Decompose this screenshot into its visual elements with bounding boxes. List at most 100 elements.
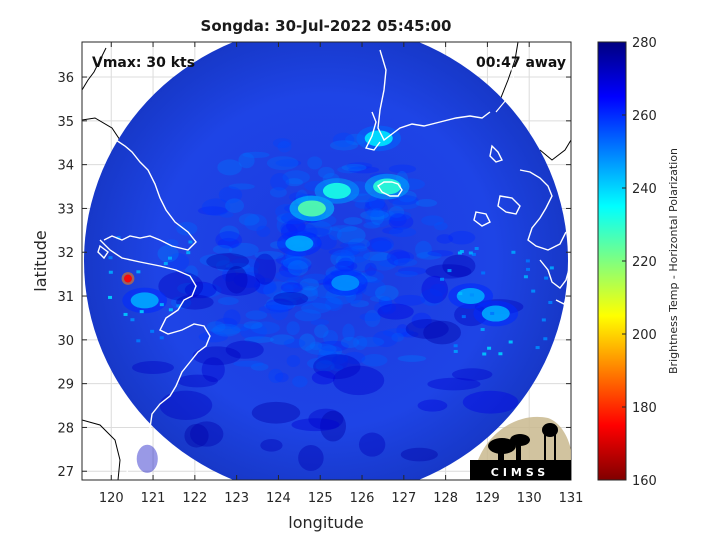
band-texture [272, 138, 292, 149]
band-texture [328, 226, 342, 241]
band-texture [417, 399, 448, 412]
convective-cell [150, 329, 155, 333]
band-texture [365, 211, 392, 228]
band-texture [320, 410, 347, 442]
band-texture [302, 285, 318, 297]
band-texture [273, 291, 309, 306]
colorbar-tick-label: 260 [632, 109, 657, 124]
band-texture [243, 266, 259, 277]
band-texture [293, 282, 309, 290]
band-texture [282, 256, 312, 270]
band-texture [225, 266, 248, 294]
x-axis-ticks: 120 121 122 123 124 125 126 127 128 129 130 131 [99, 42, 583, 506]
band-texture [377, 303, 414, 320]
band-texture [353, 335, 368, 350]
convective-cell [136, 270, 141, 274]
x-tick-label: 121 [141, 491, 166, 506]
band-texture [274, 290, 302, 299]
band-texture [269, 302, 289, 321]
convective-cell [548, 300, 553, 304]
band-texture [309, 341, 323, 351]
convective-cell [461, 315, 466, 319]
band-texture [378, 296, 393, 307]
band-texture [380, 297, 393, 313]
convective-cell [453, 344, 458, 348]
band-texture [278, 263, 303, 278]
band-texture [334, 260, 358, 272]
band-texture [250, 321, 280, 335]
convective-cell [116, 236, 121, 240]
band-texture [264, 301, 295, 311]
band-texture [228, 242, 259, 257]
band-texture [366, 237, 392, 253]
convective-cell [535, 346, 540, 350]
band-texture [274, 372, 289, 383]
x-tick-label: 130 [517, 491, 542, 506]
convective-cell [176, 304, 181, 308]
band-texture [201, 198, 231, 217]
band-texture [361, 354, 388, 367]
cold-feature [130, 292, 159, 309]
band-texture [307, 156, 323, 170]
band-texture [253, 253, 277, 285]
band-texture [364, 309, 381, 328]
band-texture [364, 199, 388, 218]
convective-cell [468, 251, 473, 255]
y-tick-label: 35 [57, 115, 74, 130]
band-texture [176, 294, 214, 310]
convective-cell [168, 308, 173, 312]
cold-feature [331, 274, 360, 291]
band-texture [281, 254, 308, 269]
colorbar-tick-label: 180 [632, 401, 657, 416]
y-tick-label: 31 [57, 290, 74, 305]
convective-cell [487, 346, 492, 350]
band-texture [159, 390, 213, 421]
band-texture [210, 326, 242, 335]
band-texture [436, 234, 454, 244]
band-texture [238, 152, 255, 169]
x-tick-label: 129 [475, 491, 500, 506]
band-texture [219, 211, 234, 218]
band-texture [240, 323, 268, 340]
convective-cell [498, 352, 503, 356]
brightness-features [108, 125, 554, 473]
band-texture [379, 259, 401, 268]
band-texture [318, 345, 343, 358]
band-texture [231, 323, 251, 332]
band-texture [371, 240, 394, 252]
convective-cell [531, 289, 536, 293]
band-texture [405, 318, 449, 339]
convective-cell [544, 276, 549, 280]
band-texture [370, 236, 394, 252]
band-texture [266, 296, 297, 310]
band-texture [260, 439, 283, 452]
convective-cell [508, 340, 513, 344]
band-texture [201, 357, 225, 383]
band-texture [189, 421, 224, 447]
convective-cell [108, 256, 113, 260]
band-texture [176, 374, 219, 388]
band-texture [343, 217, 363, 225]
band-texture [314, 324, 329, 338]
band-texture [280, 284, 304, 302]
band-texture [300, 287, 319, 302]
colorbar-tick-label: 240 [632, 182, 657, 197]
cold-feature [481, 305, 510, 322]
band-texture [345, 247, 359, 256]
band-texture [336, 226, 366, 245]
band-texture [329, 225, 358, 232]
band-texture [335, 254, 353, 268]
x-tick-label: 127 [391, 491, 416, 506]
band-texture [222, 267, 236, 282]
colorbar-tick-label: 280 [632, 36, 657, 51]
y-tick-label: 28 [57, 421, 74, 436]
band-texture [324, 297, 343, 311]
band-texture [217, 297, 239, 306]
band-texture [341, 163, 367, 172]
band-texture [286, 354, 301, 367]
band-texture [250, 362, 269, 371]
y-tick-label: 30 [57, 334, 74, 349]
band-texture [397, 267, 427, 275]
band-texture [245, 310, 268, 320]
